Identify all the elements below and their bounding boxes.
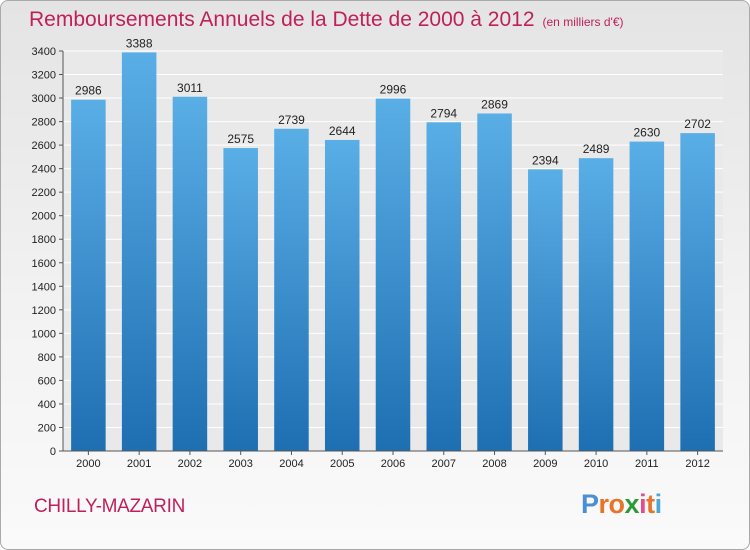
value-label-2004: 2739: [278, 113, 305, 127]
value-label-2009: 2394: [532, 153, 559, 167]
y-tick-label: 1800: [32, 234, 56, 246]
chart-title: Remboursements Annuels de la Dette de 20…: [29, 8, 624, 32]
y-tick-label: 2600: [32, 140, 56, 152]
bar-2011: [629, 141, 665, 451]
value-label-2002: 3011: [177, 81, 203, 95]
value-label-2012: 2702: [684, 117, 711, 131]
proxiti-logo: Proxiti: [581, 489, 662, 520]
y-tick-label: 3400: [32, 46, 56, 58]
bar-2004: [274, 128, 309, 451]
y-tick-label: 800: [38, 352, 56, 364]
y-tick-label: 1200: [32, 305, 56, 317]
y-tick-label: 2000: [32, 211, 56, 223]
value-label-2000: 2986: [75, 84, 102, 98]
logo-letter: i: [639, 489, 647, 519]
y-tick-label: 3000: [32, 93, 56, 105]
bar-2003: [223, 148, 258, 451]
bar-2001: [121, 52, 157, 451]
value-label-2003: 2575: [227, 132, 254, 146]
y-tick-label: 0: [50, 446, 56, 458]
bar-2002: [172, 96, 208, 451]
bar-2009: [528, 169, 563, 451]
y-tick-label: 1400: [32, 281, 56, 293]
value-label-2011: 2630: [633, 126, 660, 140]
city-name: CHILLY-MAZARIN: [34, 496, 186, 517]
y-tick-label: 1600: [32, 258, 56, 270]
y-tick-label: 2800: [32, 117, 56, 129]
x-tick-label-2006: 2006: [381, 458, 405, 470]
x-tick-label-2010: 2010: [584, 458, 608, 470]
logo-letter: i: [654, 489, 663, 519]
x-tick-label-2005: 2005: [330, 458, 354, 470]
value-label-2001: 3388: [126, 36, 153, 50]
y-tick-label: 2400: [32, 164, 56, 176]
y-tick-label: 400: [38, 399, 56, 411]
x-tick-label-2002: 2002: [178, 458, 202, 470]
x-tick-label-2000: 2000: [76, 458, 100, 470]
value-label-2008: 2869: [481, 97, 508, 111]
value-label-2006: 2996: [380, 83, 407, 97]
value-label-2007: 2794: [430, 106, 457, 120]
bar-2006: [375, 98, 411, 451]
bar-2008: [477, 113, 512, 452]
bar-2007: [426, 122, 462, 451]
logo-letter: x: [624, 489, 640, 519]
x-tick-label-2004: 2004: [279, 458, 303, 470]
chart-title-text: Remboursements Annuels de la Dette de 20…: [29, 8, 535, 31]
x-tick-label-2001: 2001: [127, 458, 151, 470]
y-tick-label: 200: [38, 422, 56, 434]
x-tick-label-2007: 2007: [432, 458, 456, 470]
x-tick-label-2003: 2003: [228, 458, 252, 470]
y-tick-label: 600: [38, 375, 56, 387]
bar-2012: [680, 133, 715, 451]
bar-2005: [324, 139, 360, 452]
x-tick-label-2011: 2011: [635, 458, 659, 470]
unit-note: (en milliers d'€): [542, 15, 624, 29]
value-label-2010: 2489: [583, 142, 610, 156]
x-tick-label-2008: 2008: [482, 458, 506, 470]
y-tick-label: 1000: [32, 328, 56, 340]
y-tick-label: 2200: [32, 187, 56, 199]
logo-letter: r: [598, 489, 610, 519]
y-tick-label: 3200: [32, 70, 56, 82]
logo-letter: t: [646, 489, 655, 519]
value-label-2005: 2644: [329, 124, 356, 138]
bar-2000: [71, 99, 106, 452]
logo-letter: o: [608, 489, 626, 519]
x-tick-label-2012: 2012: [685, 458, 709, 470]
logo-letter: P: [581, 489, 599, 519]
bar-2010: [578, 158, 614, 452]
x-tick-label-2009: 2009: [533, 458, 557, 470]
